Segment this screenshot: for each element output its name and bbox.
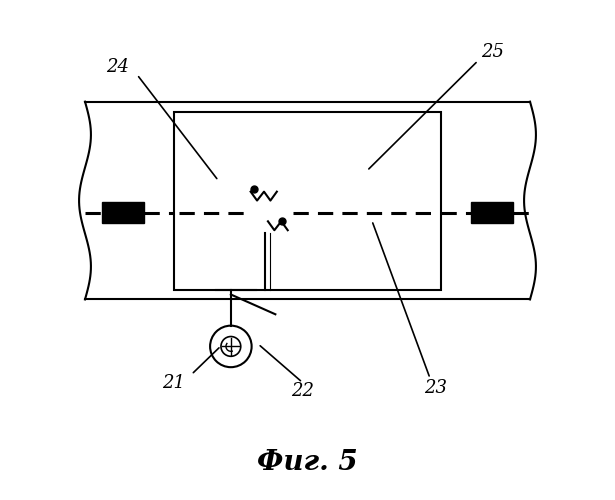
Bar (174, 112, 441, 290)
Text: 21: 21 (162, 374, 186, 392)
Bar (102, 202, 145, 223)
Text: 22: 22 (291, 382, 314, 400)
Text: Фиг. 5: Фиг. 5 (257, 449, 358, 476)
Bar (470, 202, 513, 223)
Text: 24: 24 (106, 58, 129, 76)
Text: 25: 25 (482, 43, 504, 61)
Text: 23: 23 (424, 380, 448, 398)
